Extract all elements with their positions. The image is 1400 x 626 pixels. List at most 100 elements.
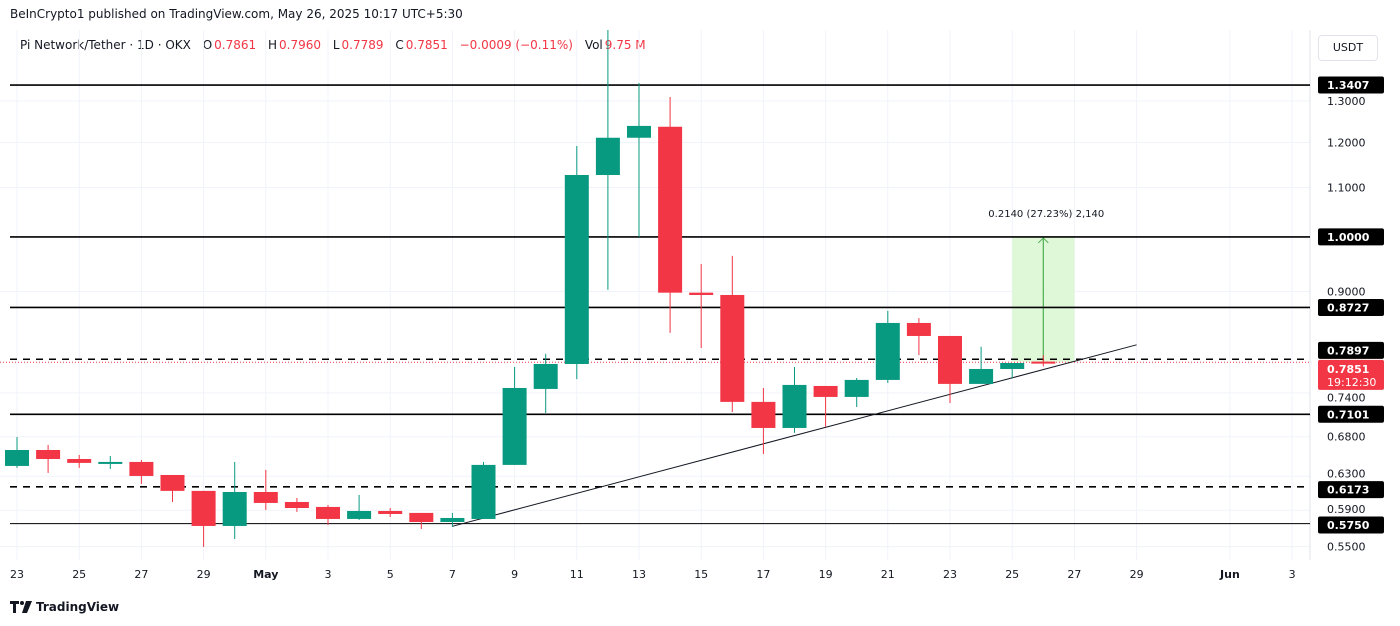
symbol-name[interactable]: Pi Network/Tether · 1D · OKX <box>20 38 191 52</box>
candle-up <box>533 363 558 389</box>
price-axis-label: 0.6300 <box>1327 468 1366 481</box>
current-price-label: 0.7851 <box>1327 363 1369 376</box>
candle-down <box>938 335 962 384</box>
close-value: 0.7851 <box>405 38 448 52</box>
level-price-label: 0.8727 <box>1327 301 1369 314</box>
candle-up <box>595 137 620 175</box>
bar-countdown-label: 19:12:30 <box>1327 376 1376 389</box>
time-axis-label: 25 <box>1005 568 1019 581</box>
symbol-legend: Pi Network/Tether · 1D · OKX O 0.7861 H 0.… <box>20 38 648 52</box>
candle-up <box>5 449 29 466</box>
time-axis-label: 11 <box>570 568 584 581</box>
level-price-tag <box>1318 228 1384 246</box>
candle-down <box>689 292 714 295</box>
level-price-label: 0.7897 <box>1327 344 1369 357</box>
time-axis-label: 23 <box>10 568 24 581</box>
candle-up <box>222 491 247 526</box>
time-axis-label: 19 <box>819 568 833 581</box>
candle-down <box>191 490 216 526</box>
time-axis-label: 23 <box>943 568 957 581</box>
time-axis-label: 29 <box>197 568 211 581</box>
candle-up <box>844 379 869 397</box>
measure-label: 0.2140 (27.23%) 2,140 <box>988 208 1105 220</box>
price-axis-label: 1.3000 <box>1327 95 1366 108</box>
volume-label: Vol <box>584 38 603 52</box>
time-axis-label: 15 <box>694 568 708 581</box>
time-axis-label: May <box>253 568 278 581</box>
candle-up <box>564 174 589 364</box>
candle-down <box>813 385 838 397</box>
level-price-label: 1.3407 <box>1327 79 1369 92</box>
candle-up <box>502 387 527 465</box>
candle-down <box>316 506 340 519</box>
candle-up <box>347 510 372 519</box>
trendline <box>452 344 1137 527</box>
price-axis-label: 0.5900 <box>1327 503 1366 516</box>
price-axis-label: 0.9000 <box>1327 285 1366 298</box>
open-label: O <box>202 38 213 52</box>
time-axis-label: 29 <box>1130 568 1144 581</box>
candle-down <box>906 322 931 336</box>
high-label: H <box>267 38 278 52</box>
candle-down <box>36 449 61 459</box>
level-price-tag <box>1318 298 1384 316</box>
price-axis-label: 0.7400 <box>1327 391 1366 404</box>
candle-up <box>627 125 651 138</box>
candle-up <box>471 464 496 519</box>
candle-down <box>751 401 776 428</box>
tradingview-logo-icon <box>10 601 32 613</box>
volume-value: 9.75 M <box>604 38 646 52</box>
price-axis-label: 0.6800 <box>1327 431 1366 444</box>
candle-down <box>284 501 309 508</box>
close-label: C <box>395 38 404 52</box>
current-price-tag <box>1318 359 1384 390</box>
level-price-label: 1.0000 <box>1327 231 1370 244</box>
level-price-label: 0.5750 <box>1327 519 1370 532</box>
candle-up <box>98 461 123 464</box>
currency-button[interactable]: USDT <box>1318 35 1378 61</box>
level-price-tag <box>1318 481 1384 499</box>
candle-down <box>160 474 185 491</box>
time-axis-label: 3 <box>325 568 332 581</box>
candle-down <box>378 510 403 514</box>
candle-up <box>782 384 807 428</box>
candle-up <box>440 517 465 522</box>
price-axis-label: 1.1000 <box>1327 182 1366 195</box>
candle-down <box>253 491 278 503</box>
candle-down <box>658 126 683 293</box>
time-axis-label: 27 <box>1067 568 1081 581</box>
time-axis-label: 17 <box>756 568 770 581</box>
level-price-tag <box>1318 405 1384 423</box>
candle-up <box>969 368 994 384</box>
level-price-label: 0.7101 <box>1327 408 1369 421</box>
change-value: −0.0009 (−0.11%) <box>459 38 573 52</box>
candle-up <box>1000 362 1025 369</box>
candle-down <box>129 461 154 476</box>
level-price-label: 0.6173 <box>1327 484 1369 497</box>
open-value: 0.7861 <box>214 38 257 52</box>
low-value: 0.7789 <box>341 38 384 52</box>
tradingview-logo[interactable]: TradingView <box>10 600 119 614</box>
level-price-tag <box>1318 341 1384 359</box>
measure-arrowhead-icon <box>1037 237 1049 244</box>
time-axis-label: Jun <box>1219 568 1240 581</box>
footer-brand: TradingView <box>36 600 120 614</box>
candle-up <box>875 322 900 380</box>
time-axis-label: 27 <box>134 568 148 581</box>
publisher-line: BeInCrypto1 published on TradingView.com… <box>10 7 463 21</box>
time-axis-label: 7 <box>449 568 456 581</box>
price-axis-label: 0.5500 <box>1327 541 1366 554</box>
candle-down <box>67 458 92 463</box>
time-axis-label: 3 <box>1289 568 1296 581</box>
time-axis-label: 21 <box>881 568 895 581</box>
time-axis-label: 9 <box>511 568 518 581</box>
candle-down <box>409 512 434 522</box>
time-axis-label: 13 <box>632 568 646 581</box>
time-axis-label: 5 <box>387 568 394 581</box>
candle-down <box>720 294 745 402</box>
candle-down <box>1031 361 1056 364</box>
level-price-tag <box>1318 516 1384 534</box>
price-axis-label: 1.2000 <box>1327 136 1366 149</box>
time-axis-label: 25 <box>72 568 86 581</box>
